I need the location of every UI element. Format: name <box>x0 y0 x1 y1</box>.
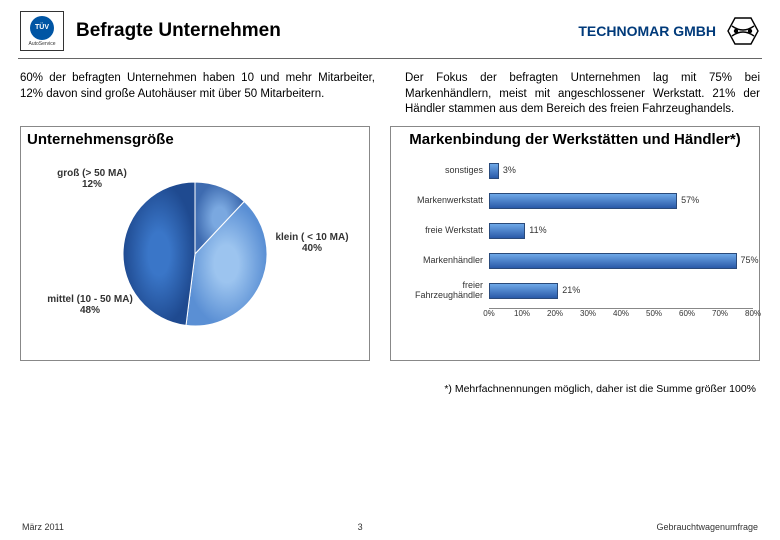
bar-chart: sonstiges 3% Markenwerkstatt 57% freie Werks… <box>397 154 753 334</box>
bar-track: 11% <box>489 218 753 244</box>
bar-value-label: 3% <box>503 165 516 175</box>
body-text-left: 60% der befragten Unternehmen haben 10 u… <box>20 71 375 118</box>
pie-chart-title: Unternehmensgröße <box>27 131 363 148</box>
pie-chart: groß (> 50 MA)12% klein ( < 10 MA)40% mitt… <box>27 154 363 354</box>
bar-row: freier Fahrzeughändler 21% <box>397 278 753 304</box>
bar-category-label: sonstiges <box>397 166 489 175</box>
body-text-row: 60% der befragten Unternehmen haben 10 u… <box>0 59 780 122</box>
pie-slice-label: klein ( < 10 MA)40% <box>267 232 357 254</box>
bar-row: Markenhändler75% <box>397 248 753 274</box>
axis-tick: 0% <box>483 309 495 318</box>
bar-fill <box>489 253 737 269</box>
bar-value-label: 57% <box>681 195 699 205</box>
slide-header: TÜV AutoService Befragte Unternehmen TEC… <box>0 0 780 58</box>
axis-tick: 80% <box>745 309 761 318</box>
axis-tick: 40% <box>613 309 629 318</box>
pie-svg <box>115 174 275 334</box>
bar-row: sonstiges 3% <box>397 158 753 184</box>
bar-fill <box>489 283 558 299</box>
bar-chart-panel: Markenbindung der Werkstätten und Händle… <box>390 126 760 361</box>
bar-track: 3% <box>489 158 753 184</box>
pie-slice-label: groß (> 50 MA)12% <box>57 168 127 190</box>
axis-tick: 70% <box>712 309 728 318</box>
axis-tick: 50% <box>646 309 662 318</box>
footnote: *) Mehrfachnennungen möglich, daher ist … <box>0 361 780 395</box>
page-title: Befragte Unternehmen <box>76 20 281 42</box>
bar-category-label: freie Werkstatt <box>397 226 489 235</box>
header-right: TECHNOMAR GMBH <box>578 16 760 46</box>
bar-track: 57% <box>489 188 753 214</box>
footer-date: März 2011 <box>22 522 64 532</box>
bar-fill <box>489 223 525 239</box>
bar-row: freie Werkstatt 11% <box>397 218 753 244</box>
bar-category-label: Markenwerkstatt <box>397 196 489 205</box>
bar-value-label: 75% <box>741 255 759 265</box>
header-left: TÜV AutoService Befragte Unternehmen <box>20 11 281 51</box>
pie-slice-label: mittel (10 - 50 MA)48% <box>45 294 135 316</box>
company-name: TECHNOMAR GMBH <box>578 23 716 39</box>
bar-fill <box>489 163 499 179</box>
bar-track: 21% <box>489 278 753 304</box>
pie-chart-panel: Unternehmensgröße groß (> 50 MA)12% klein… <box>20 126 370 361</box>
axis-tick: 20% <box>547 309 563 318</box>
footer-source: Gebrauchtwagenumfrage <box>656 522 758 532</box>
body-text-right: Der Fokus der befragten Unternehmen lag … <box>405 71 760 118</box>
tuv-circle-icon: TÜV <box>30 16 54 40</box>
bar-chart-title: Markenbindung der Werkstätten und Händle… <box>397 131 753 148</box>
slide-footer: März 2011 3 Gebrauchtwagenumfrage <box>0 522 780 532</box>
bar-value-label: 21% <box>562 285 580 295</box>
bar-category-label: Markenhändler <box>397 256 489 265</box>
bar-fill <box>489 193 677 209</box>
bar-category-label: freier Fahrzeughändler <box>397 281 489 300</box>
bar-row: Markenwerkstatt 57% <box>397 188 753 214</box>
charts-row: Unternehmensgröße groß (> 50 MA)12% klein… <box>0 122 780 361</box>
axis-tick: 10% <box>514 309 530 318</box>
axis-tick: 60% <box>679 309 695 318</box>
tuv-subtext: AutoService <box>29 41 56 47</box>
axis-tick: 30% <box>580 309 596 318</box>
bars-container: sonstiges 3% Markenwerkstatt 57% freie Werks… <box>397 158 753 304</box>
technomar-logo-icon <box>726 16 760 46</box>
footer-page-number: 3 <box>358 522 363 532</box>
bar-value-label: 11% <box>529 225 546 235</box>
bar-track: 75% <box>489 248 753 274</box>
bar-x-axis: 0%10%20%30%40%50%60%70%80% <box>489 308 753 328</box>
tuv-logo: TÜV AutoService <box>20 11 64 51</box>
